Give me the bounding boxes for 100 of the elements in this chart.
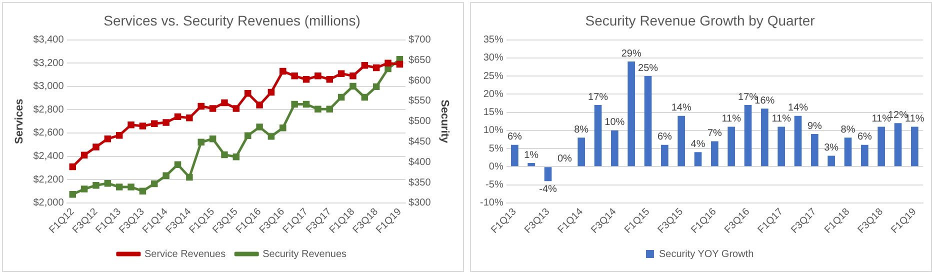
data-label: 25% (638, 62, 658, 74)
point (384, 60, 392, 66)
y-tick-label: 10% (483, 125, 504, 136)
y-tick-label: 25% (483, 70, 504, 82)
y-tick-label: $2,400 (33, 151, 64, 162)
point (139, 122, 146, 130)
data-label: 0% (557, 153, 572, 164)
bar (894, 123, 902, 166)
bar (644, 76, 652, 166)
y-tick-label: $3,200 (33, 58, 64, 69)
data-label: 11% (722, 114, 742, 125)
point (209, 136, 216, 142)
y2-axis-title: Security (438, 100, 450, 144)
y-tick-label: $2,200 (33, 174, 64, 186)
bar (694, 152, 702, 166)
point (232, 105, 240, 112)
y-tick-label: $3,000 (33, 81, 64, 92)
data-label: 6% (507, 132, 522, 143)
y2-tick-label: $600 (408, 75, 432, 86)
point (104, 180, 112, 187)
legend-label: Security YOY Growth (658, 248, 754, 260)
point (291, 100, 298, 108)
y-tick-label: 15% (483, 107, 504, 118)
point (302, 100, 310, 108)
point (384, 65, 392, 72)
point (80, 186, 88, 192)
bar (711, 141, 718, 166)
point (244, 90, 252, 97)
point (209, 105, 216, 112)
y2-tick-label: $700 (408, 34, 432, 46)
point (139, 188, 146, 194)
y2-tick-label: $350 (408, 177, 432, 188)
point (92, 182, 100, 189)
bar (594, 105, 602, 166)
point (186, 174, 193, 181)
y-tick-label: -5% (486, 180, 504, 191)
point (198, 102, 204, 110)
data-label: 29% (621, 48, 642, 60)
y-tick-label: 5% (488, 143, 504, 154)
y-tick-label: $2,000 (33, 198, 64, 209)
bar (511, 144, 518, 166)
y-axis-title: Services (14, 98, 26, 144)
data-label: 8% (574, 124, 589, 136)
point (198, 138, 204, 146)
bar (828, 156, 836, 166)
y2-tick-label: $450 (408, 136, 432, 148)
bar (528, 163, 536, 166)
point (92, 144, 100, 150)
point (291, 72, 298, 80)
point (186, 114, 193, 122)
point (314, 72, 322, 80)
point (69, 190, 76, 198)
bar (611, 130, 618, 166)
point (268, 133, 275, 140)
y2-tick-label: $550 (408, 96, 432, 107)
bar (911, 126, 918, 166)
data-label: 11% (772, 114, 792, 125)
bar (728, 126, 736, 166)
point (361, 94, 368, 101)
legend-label: Service Revenues (144, 248, 226, 260)
y2-tick-label: $300 (408, 198, 432, 209)
point (372, 64, 380, 72)
point (128, 184, 134, 190)
data-label: 7% (707, 128, 722, 140)
data-label: 4% (690, 138, 706, 150)
y2-tick-label: $500 (408, 116, 432, 128)
data-label: 6% (657, 132, 672, 143)
point (302, 76, 310, 83)
point (151, 120, 158, 128)
y-tick-label: $2,800 (33, 104, 64, 116)
y2-tick-label: $650 (408, 54, 432, 66)
data-label: 8% (840, 124, 856, 136)
data-label: 3% (824, 142, 839, 154)
y-tick-label: 35% (483, 34, 504, 46)
point (232, 153, 240, 160)
point (256, 102, 263, 108)
y-tick-label: 30% (483, 52, 504, 64)
point (221, 151, 228, 158)
point (326, 106, 333, 112)
chart-title: Security Revenue Growth by Quarter (585, 12, 816, 28)
point (256, 124, 263, 130)
point (116, 184, 123, 190)
y-tick-label: $3,400 (33, 34, 64, 46)
bar (544, 167, 552, 182)
y-tick-label: 20% (483, 88, 504, 100)
data-label: -4% (539, 184, 558, 195)
data-label: 9% (807, 120, 822, 132)
point (80, 152, 88, 159)
point (338, 70, 345, 77)
bar (861, 144, 868, 166)
data-label: 17% (588, 92, 608, 103)
data-label: 1% (524, 150, 539, 161)
data-label: 11% (872, 114, 892, 125)
point (128, 121, 134, 128)
y-tick-label: $2,600 (33, 128, 64, 139)
data-label: 6% (857, 132, 872, 143)
data-label: 14% (788, 102, 808, 114)
bar (661, 144, 668, 166)
point (338, 94, 345, 101)
point (396, 60, 404, 68)
